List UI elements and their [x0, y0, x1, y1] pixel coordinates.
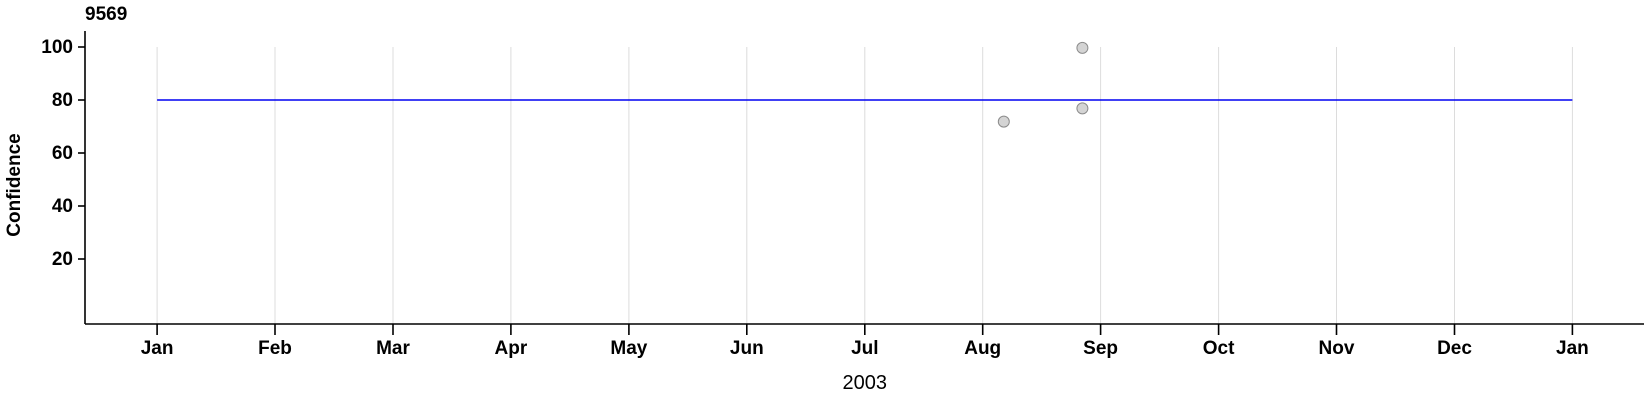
svg-text:100: 100	[41, 37, 73, 58]
svg-text:Feb: Feb	[258, 338, 292, 359]
svg-text:Aug: Aug	[964, 338, 1001, 359]
svg-text:May: May	[610, 338, 647, 359]
svg-text:60: 60	[52, 143, 73, 164]
svg-text:Jan: Jan	[141, 338, 174, 359]
svg-text:Confidence: Confidence	[4, 133, 25, 236]
svg-text:Oct: Oct	[1203, 338, 1235, 359]
svg-text:9569: 9569	[85, 4, 127, 25]
svg-text:Jun: Jun	[730, 338, 764, 359]
svg-text:Nov: Nov	[1319, 338, 1355, 359]
svg-text:Mar: Mar	[376, 338, 410, 359]
svg-text:40: 40	[52, 196, 73, 217]
svg-text:Apr: Apr	[495, 338, 528, 359]
svg-text:Jul: Jul	[851, 338, 878, 359]
svg-text:80: 80	[52, 90, 73, 111]
svg-text:Jan: Jan	[1556, 338, 1589, 359]
svg-text:Sep: Sep	[1083, 338, 1118, 359]
svg-text:20: 20	[52, 249, 73, 270]
svg-text:Dec: Dec	[1437, 338, 1472, 359]
svg-text:2003: 2003	[843, 372, 888, 394]
